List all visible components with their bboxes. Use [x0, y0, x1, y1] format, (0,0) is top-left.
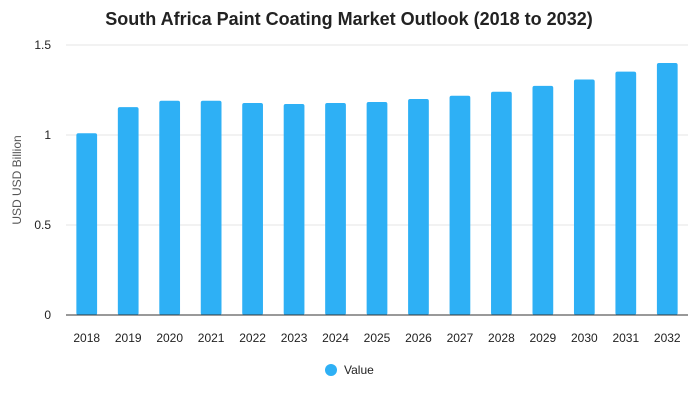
legend: Value: [325, 363, 374, 377]
bar-2024: [325, 102, 346, 316]
x-tick-label: 2030: [571, 331, 598, 345]
y-tick-label: 0.5: [34, 218, 51, 232]
bar-2020: [159, 100, 181, 315]
bar-2027: [449, 95, 471, 315]
x-tick-label: 2022: [239, 331, 266, 345]
x-tick-label: 2021: [198, 331, 225, 345]
x-tick-label: 2032: [654, 331, 681, 345]
y-tick-label: 0: [44, 308, 51, 322]
bar-2029: [532, 85, 554, 315]
bar-2026: [408, 99, 429, 315]
x-tick-label: 2020: [156, 331, 183, 345]
x-tick-label: 2024: [322, 331, 349, 345]
bar-2031: [615, 71, 637, 315]
bar-2019: [117, 107, 139, 315]
x-tick-label: 2019: [115, 331, 142, 345]
bar-2023: [283, 104, 305, 315]
bar-2028: [491, 91, 512, 315]
x-tick-label: 2025: [364, 331, 391, 345]
x-tick-label: 2029: [530, 331, 557, 345]
x-tick-label: 2023: [281, 331, 308, 345]
y-axis-ticks: 0 0.5 1 1.5: [34, 38, 51, 322]
x-tick-label: 2026: [405, 331, 432, 345]
bar-2032: [656, 63, 678, 315]
bar-2022: [242, 102, 263, 316]
legend-marker: [325, 364, 337, 376]
bar-2030: [573, 79, 595, 315]
legend-label: Value: [344, 363, 374, 377]
y-tick-label: 1: [44, 128, 51, 142]
x-tick-label: 2018: [73, 331, 100, 345]
chart-title: South Africa Paint Coating Market Outloo…: [105, 9, 592, 29]
bar-2025: [366, 102, 388, 315]
x-tick-label: 2027: [447, 331, 474, 345]
bar-2018: [76, 133, 98, 315]
y-tick-label: 1.5: [34, 38, 51, 52]
x-tick-label: 2031: [612, 331, 639, 345]
x-axis-ticks: 2018 2019 2020 2021 2022 2023 2024 2025 2026 2027…: [73, 331, 681, 345]
bars: [76, 63, 678, 316]
bar-2021: [200, 100, 222, 315]
x-tick-label: 2028: [488, 331, 515, 345]
y-axis-label: USD USD Billion: [10, 135, 24, 224]
